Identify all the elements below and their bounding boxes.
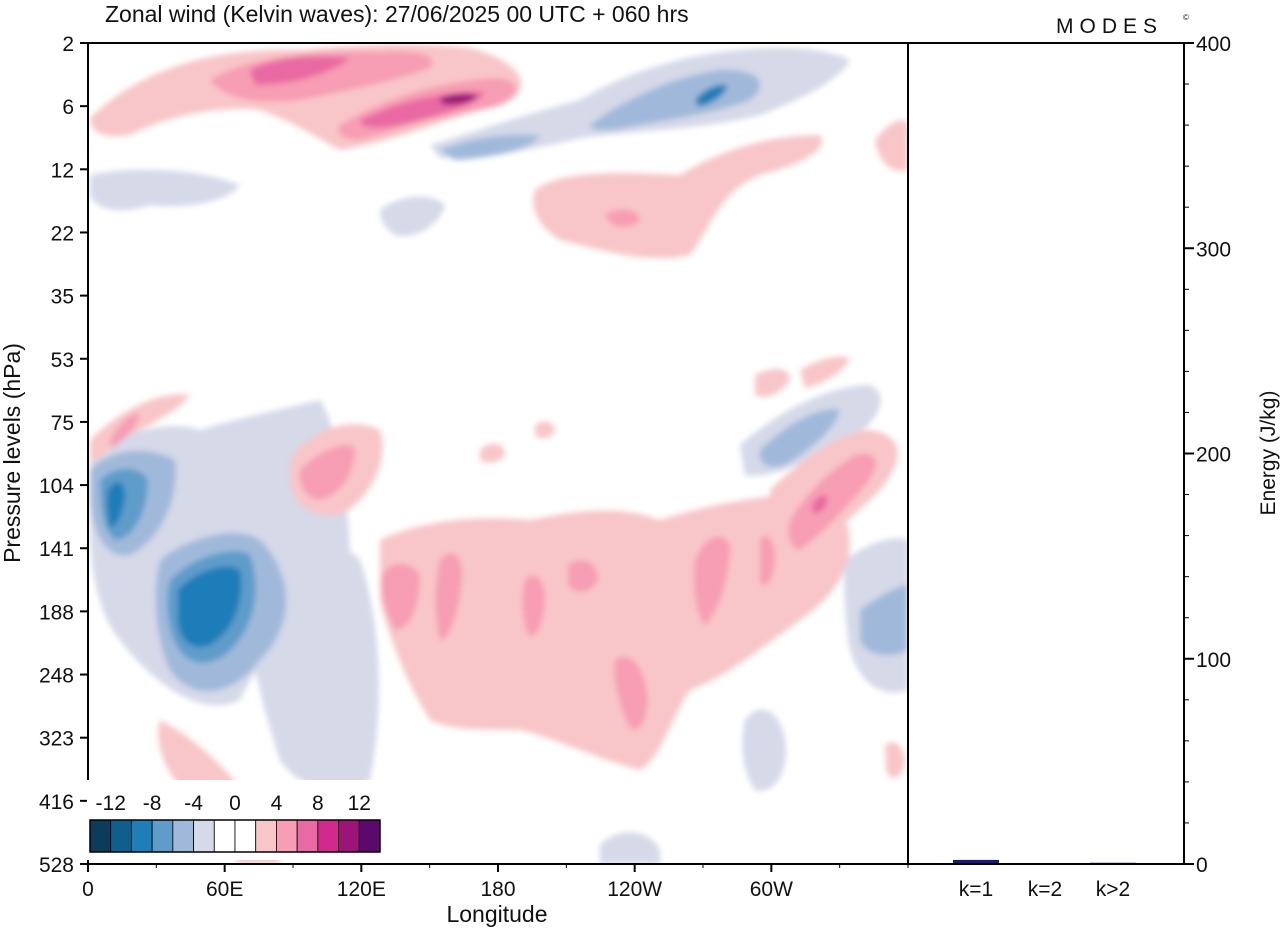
plot-frame: [87, 42, 1185, 865]
colorbar-swatch: [276, 819, 298, 853]
x-tick-label: 60E: [206, 878, 243, 901]
y-tick-label: 35: [51, 286, 74, 309]
contour-neg-upper-5: [90, 169, 240, 211]
energy-category-label: k>2: [1096, 878, 1130, 901]
contour-pos-low-5: [380, 490, 850, 770]
contour-neg-low-11: [860, 585, 908, 656]
y-tick-label: 22: [51, 222, 74, 245]
colorbar-swatch: [193, 819, 215, 853]
colorbar-label: 8: [312, 792, 324, 815]
contour-neg-upper-4: [695, 84, 728, 106]
contour-pos-low-2: [110, 413, 140, 448]
colorbar-swatch: [89, 819, 112, 853]
y-tick-label: 323: [39, 728, 74, 751]
contour-pos-mid-1: [533, 135, 822, 259]
colorbar-legend: -12 -8 -4 0 4 8 12: [87, 780, 383, 860]
energy-tick-label: 0: [1196, 854, 1208, 877]
y-tick-label: 141: [39, 538, 74, 561]
y-tick-label: 416: [39, 791, 74, 814]
contour-pos-low-11: [694, 536, 730, 625]
contour-pos-low-8: [522, 575, 545, 636]
y-tick-label: 528: [39, 854, 74, 877]
longitude-axis: 0 60E 120E 180 120W 60W: [82, 864, 909, 901]
contour-pos-low-17: [800, 356, 850, 388]
colorbar-swatch: [296, 819, 319, 853]
contour-pos-low-4: [299, 445, 355, 500]
colorbar-swatch: [213, 819, 236, 853]
colorbar-swatch: [110, 819, 132, 853]
y-tick-label: 188: [39, 601, 74, 624]
y-tick-label: 104: [39, 475, 74, 498]
colorbar-swatch: [317, 819, 339, 853]
contour-neg-low-9: [742, 709, 786, 791]
contour-neg-low-5: [106, 482, 125, 528]
contour-pos-upper-6: [440, 93, 478, 105]
energy-category-label: k=1: [959, 878, 993, 901]
energy-tick-label: 400: [1196, 33, 1231, 56]
y-tick-label: 6: [62, 96, 74, 119]
contour-neg-upper-6: [380, 196, 445, 236]
contour-pos-low-15: [812, 495, 828, 513]
energy-bar-panel: k=1 k=2 k>2: [953, 859, 1136, 901]
y-tick-label: 2: [62, 33, 74, 56]
colorbar-label: 12: [348, 792, 371, 815]
contour-pos-mid-2: [605, 209, 640, 227]
contour-pos-low-7: [435, 553, 462, 640]
x-tick-label: 120W: [607, 878, 662, 901]
energy-axis: 0 100 200 300 400: [1184, 33, 1231, 877]
colorbar-label: -8: [143, 792, 162, 815]
colorbar-swatch: [131, 819, 153, 853]
colorbar-swatch: [172, 819, 194, 853]
contour-neg-low-14: [600, 832, 660, 864]
energy-axis-label: Energy (J/kg): [1257, 391, 1280, 516]
energy-category-label: k=2: [1028, 878, 1062, 901]
colorbar-swatch: [234, 819, 257, 853]
energy-tick-label: 300: [1196, 238, 1231, 261]
y-tick-label: 75: [51, 412, 74, 435]
x-tick-label: 0: [82, 878, 94, 901]
pressure-axis: 2 6 12 22 35 53 75 104 141 188 248 323 416 528: [39, 33, 88, 877]
colorbar-label: -12: [96, 792, 126, 815]
contour-pos-low-19: [885, 742, 905, 778]
contour-neg-upper-3: [440, 134, 540, 160]
contour-pos-low-21: [535, 421, 555, 439]
contour-pos-low-12: [760, 536, 775, 585]
chart-title: Zonal wind (Kelvin waves): 27/06/2025 00…: [105, 1, 689, 27]
x-tick-label: 60W: [750, 878, 793, 901]
contour-pos-low-16: [755, 368, 790, 397]
contour-pos-low-14: [788, 454, 877, 550]
y-tick-label: 248: [39, 665, 74, 688]
x-tick-label: 120E: [337, 878, 386, 901]
contour-neg-upper-2: [590, 69, 760, 131]
x-axis-label: Longitude: [446, 901, 547, 927]
contour-pos-mid-3: [875, 120, 908, 171]
colorbar-swatch: [151, 819, 174, 853]
y-axis-label: Pressure levels (hPa): [0, 343, 25, 563]
colorbar-label: -4: [184, 792, 203, 815]
energy-tick-label: 100: [1196, 649, 1231, 672]
energy-bar-k=1: [953, 859, 999, 864]
contour-pos-low-6: [381, 563, 420, 630]
colorbar-label: 0: [229, 792, 241, 815]
energy-tick-label: 200: [1196, 444, 1231, 467]
contour-neg-low-8: [178, 566, 242, 648]
contour-pos-low-9: [568, 560, 598, 592]
colorbar-swatch: [338, 819, 360, 853]
contour-pos-low-20: [480, 443, 505, 463]
y-tick-label: 12: [51, 159, 74, 182]
colorbar-swatch: [358, 819, 381, 853]
colorbar-frame: [89, 819, 381, 853]
x-tick-label: 180: [480, 878, 515, 901]
colorbar-label: 4: [271, 792, 283, 815]
y-tick-label: 53: [51, 349, 74, 372]
heatmap-field: [90, 44, 908, 864]
brand-mark: ©: [1183, 13, 1189, 22]
contour-pos-low-10: [614, 656, 648, 730]
contour-neg-low-13: [759, 409, 840, 467]
brand-logo: MODES: [1056, 15, 1163, 38]
colorbar-swatch: [255, 819, 277, 853]
contour-pos-upper-4: [250, 56, 350, 85]
